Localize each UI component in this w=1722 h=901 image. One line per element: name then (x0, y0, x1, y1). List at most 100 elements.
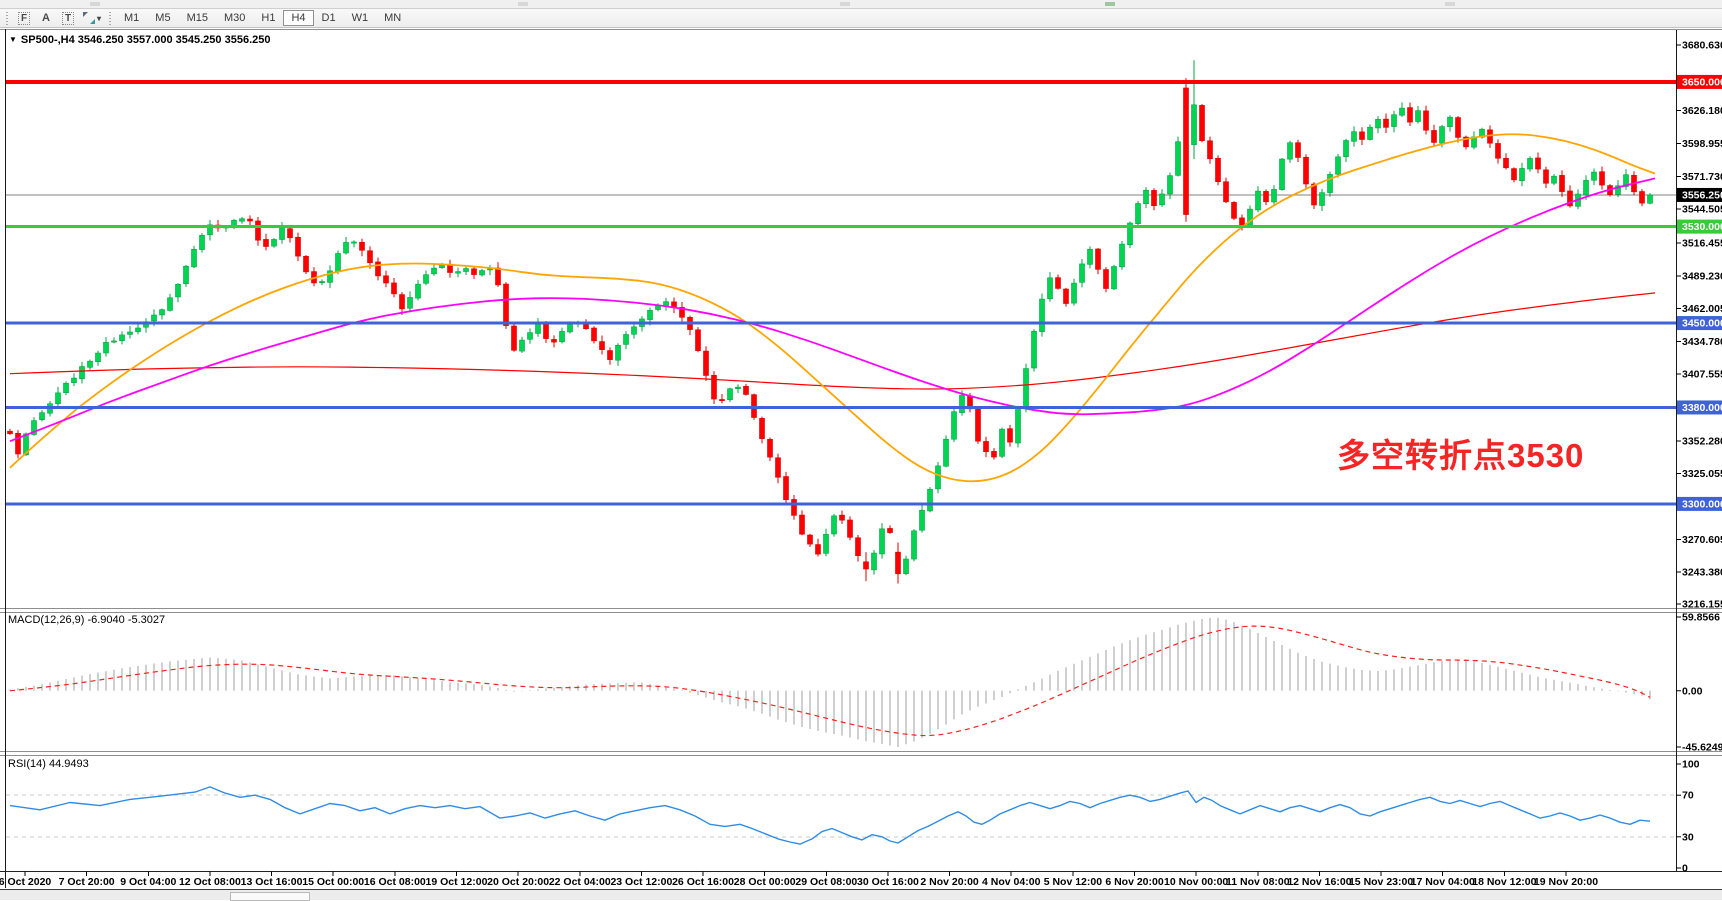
candle-body (1503, 157, 1509, 169)
candle-body (599, 341, 605, 350)
candle-body (87, 360, 93, 368)
horizontal-scrollbar[interactable] (0, 889, 1722, 901)
timeframe-button-w1[interactable]: W1 (344, 10, 377, 26)
candle-body (1287, 142, 1293, 160)
candle-body (1599, 171, 1605, 186)
dropdown-caret-icon[interactable]: ▾ (97, 13, 102, 23)
timeframe-button-m5[interactable]: M5 (147, 10, 178, 26)
price-badge-label: 3450.000 (1682, 318, 1722, 330)
chart-svg: 3680.630 3626.180 3598.955 3571.730 3544.505… (0, 28, 1722, 900)
candle-body (775, 457, 781, 478)
candle-body (727, 388, 733, 401)
candle-body (799, 514, 805, 535)
chart-title-text: SP500-,H4 3546.250 3557.000 3545.250 355… (20, 34, 271, 46)
candle-body (991, 451, 997, 458)
candle-body (623, 334, 629, 345)
candle-body (743, 386, 749, 395)
clipped-toolbar-fragment (90, 2, 100, 6)
candle-body (1367, 126, 1373, 140)
candle-body (207, 224, 213, 236)
candle-body (527, 332, 533, 340)
candle-body (1527, 158, 1533, 170)
x-axis-label: 18 Nov 12:00 (1472, 876, 1536, 888)
candle-body (367, 250, 373, 264)
x-axis-label: 9 Oct 04:00 (120, 876, 176, 888)
candle-body (479, 270, 485, 276)
toolbar-grip[interactable] (108, 11, 114, 25)
x-axis-label: 19 Nov 20:00 (1534, 876, 1598, 888)
chart-canvas[interactable]: 3680.630 3626.180 3598.955 3571.730 3544.505… (0, 28, 1722, 901)
clipped-upper-toolbar (0, 0, 1722, 9)
rsi-axis-label: 70 (1682, 790, 1694, 802)
candle-body (119, 334, 125, 341)
drawing-tools-group: F A T ▾ (13, 10, 105, 26)
candle-body (1439, 126, 1445, 144)
candle-body (1375, 119, 1381, 129)
x-axis-label: 4 Nov 04:00 (982, 876, 1041, 888)
toolbar-grip[interactable] (5, 11, 10, 25)
candle-body (1119, 243, 1125, 268)
candle-body (95, 352, 101, 362)
candle-body (847, 519, 853, 538)
candle-body (719, 399, 725, 401)
timeframe-button-d1[interactable]: D1 (314, 10, 344, 26)
candle-body (519, 339, 525, 352)
clipped-toolbar-fragment (518, 2, 528, 6)
candle-body (999, 428, 1005, 457)
y-axis-label: 3516.455 (1682, 237, 1722, 249)
candle-body (39, 412, 45, 421)
candle-body (1063, 288, 1069, 304)
candle-body (551, 339, 557, 343)
timeframe-toolbar: F A T ▾ M1 M5 M15 M30 H1 H4 D1 W1 MN (0, 9, 1722, 28)
text-tool[interactable]: A (36, 10, 56, 26)
candle-body (815, 544, 821, 555)
candle-body (151, 314, 157, 322)
arrows-tool[interactable]: ▾ (80, 10, 104, 26)
candle-body (1271, 189, 1277, 203)
candle-body (1151, 190, 1157, 206)
timeframe-button-m1[interactable]: M1 (116, 10, 147, 26)
candle-body (807, 534, 813, 545)
candle-body (1167, 175, 1173, 195)
candle-body (255, 220, 261, 241)
candle-body (391, 282, 397, 295)
candle-body (735, 386, 741, 390)
candle-body (839, 514, 845, 521)
candle-body (71, 377, 77, 383)
candle-body (1279, 158, 1285, 190)
timeframe-button-m15[interactable]: M15 (179, 10, 216, 26)
x-axis-label: 10 Nov 00:00 (1164, 876, 1228, 888)
rsi-axis-label: 30 (1682, 831, 1694, 843)
candle-body (703, 350, 709, 376)
fibonacci-tool[interactable]: F (14, 10, 34, 26)
candle-body (767, 438, 773, 458)
candle-body (919, 510, 925, 531)
candle-body (1335, 156, 1341, 175)
rsi-indicator-label: RSI(14) 44.9493 (8, 758, 89, 770)
fibonacci-tool-icon: F (17, 11, 31, 25)
timeframes-group: M1 M5 M15 M30 H1 H4 D1 W1 MN (116, 10, 409, 26)
x-axis-label: 12 Nov 16:00 (1287, 876, 1351, 888)
y-axis-label: 3571.730 (1682, 171, 1722, 183)
timeframe-button-h1[interactable]: H1 (253, 10, 283, 26)
price-badge-3650.000 (1677, 74, 1722, 89)
candle-body (1039, 298, 1045, 332)
price-badge-label: 3650.000 (1682, 76, 1722, 88)
text-label-tool[interactable]: T (58, 10, 78, 26)
rsi-axis-label: 100 (1682, 759, 1700, 771)
candle-body (1111, 266, 1117, 290)
timeframe-button-m30[interactable]: M30 (216, 10, 253, 26)
candle-body (1455, 117, 1461, 138)
price-badge-label: 3556.250 (1682, 189, 1722, 201)
timeframe-button-mn[interactable]: MN (376, 10, 409, 26)
y-axis-label: 3352.280 (1682, 435, 1722, 447)
y-axis-label: 3243.380 (1682, 567, 1722, 579)
macd-axis-label: 59.8566 (1682, 612, 1720, 624)
candle-body (935, 465, 941, 490)
timeframe-button-h4[interactable]: H4 (283, 10, 314, 26)
candle-body (31, 420, 37, 435)
symbol-dropdown-icon[interactable]: ▼ (9, 35, 17, 44)
candle-body (1447, 116, 1453, 127)
price-badge-3556.250 (1677, 187, 1722, 202)
candle-body (1007, 428, 1013, 443)
